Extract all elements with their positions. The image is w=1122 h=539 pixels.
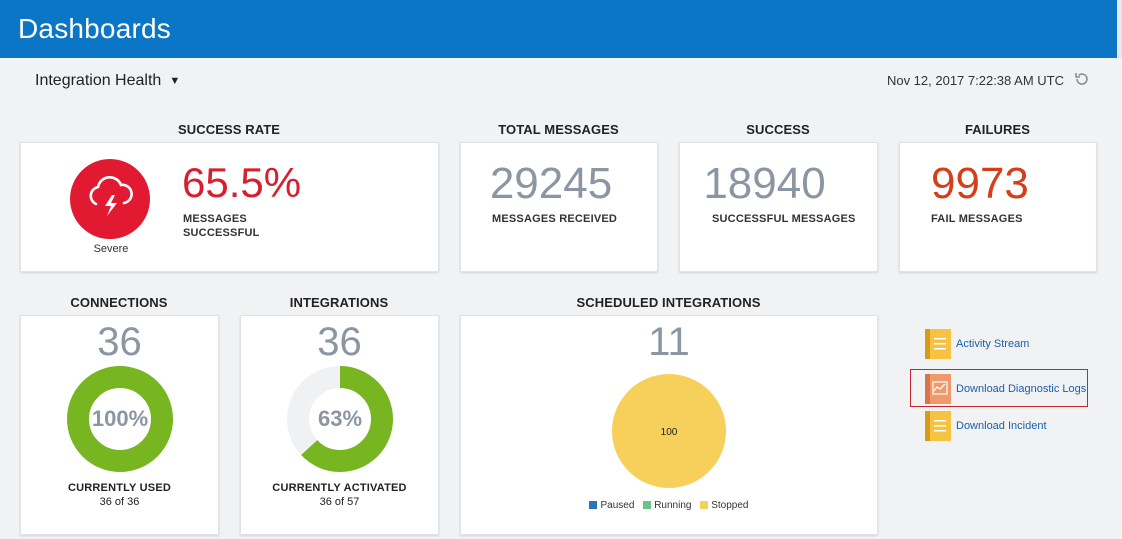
connections-heading: CONNECTIONS <box>70 295 168 310</box>
connections-percent: 100% <box>91 406 149 431</box>
legend-item-stopped: Stopped <box>700 500 749 511</box>
legend-swatch-paused <box>589 501 598 509</box>
scheduled-status-pie: 100 <box>612 374 726 488</box>
integrations-percent: 63% <box>317 406 363 431</box>
document-icon <box>925 411 951 441</box>
success-rate-value: 65.5% <box>182 159 302 206</box>
severity-label: Severe <box>93 243 129 255</box>
dashboard-view-dropdown[interactable]: Integration Health ▼ <box>35 72 180 90</box>
total-messages-value: 29245 <box>489 159 613 208</box>
last-refresh-timestamp: Nov 12, 2017 7:22:38 AM UTC <box>886 73 1064 88</box>
page-title: Dashboards <box>18 13 171 44</box>
legend-swatch-stopped <box>700 501 709 509</box>
scheduled-integrations-heading: SCHEDULED INTEGRATIONS <box>576 295 761 310</box>
success-rate-caption: MESSAGES SUCCESSFUL <box>183 213 260 239</box>
integrations-caption: CURRENTLY ACTIVATED 36 of 57 <box>241 482 438 508</box>
integrations-caption-title: CURRENTLY ACTIVATED <box>272 482 407 494</box>
legend-swatch-running <box>643 501 652 509</box>
connections-card: 36 100% CURRENTLY USED 36 of 36 <box>20 315 219 535</box>
activity-stream-label: Activity Stream <box>956 338 1030 350</box>
caret-down-icon: ▼ <box>169 75 181 87</box>
total-messages-caption: MESSAGES RECEIVED <box>492 213 618 225</box>
total-messages-heading: TOTAL MESSAGES <box>498 122 619 137</box>
integrations-activation-donut <box>287 366 393 472</box>
failures-card: 9973 FAIL MESSAGES <box>899 142 1097 272</box>
scheduled-integrations-card: 11 100 Paused Running Stopped <box>460 315 878 535</box>
dashboard-view-label: Integration Health <box>35 72 162 89</box>
download-incident-label: Download Incident <box>956 420 1047 432</box>
pie-legend: Paused Running Stopped <box>461 500 877 511</box>
failures-heading: FAILURES <box>964 122 1031 137</box>
connections-usage-donut <box>67 366 173 472</box>
failures-value: 9973 <box>931 159 1029 208</box>
chart-document-icon <box>925 374 951 404</box>
storm-cloud-icon <box>89 175 133 216</box>
connections-caption-detail: 36 of 36 <box>99 496 140 508</box>
integrations-count: 36 <box>317 320 362 364</box>
integrations-caption-detail: 36 of 57 <box>319 496 360 508</box>
app-header: Dashboards <box>0 0 1122 58</box>
refresh-icon[interactable] <box>1074 71 1090 92</box>
integrations-donut-fill <box>287 366 393 472</box>
success-value: 18940 <box>703 159 826 208</box>
integrations-card: 36 63% CURRENTLY ACTIVATED 36 of 57 <box>240 315 439 535</box>
success-card: 18940 SUCCESSFUL MESSAGES <box>679 142 878 272</box>
pie-slice-stopped <box>612 374 726 488</box>
severe-status-indicator <box>70 159 150 239</box>
scheduled-integrations-count: 11 <box>648 320 690 364</box>
download-diagnostic-logs-label: Download Diagnostic Logs <box>956 383 1087 395</box>
success-caption: SUCCESSFUL MESSAGES <box>712 213 856 225</box>
connections-caption-title: CURRENTLY USED <box>67 482 172 494</box>
dashboard-toolbar: Integration Health ▼ Nov 12, 2017 7:22:38… <box>0 58 1122 104</box>
success-rate-heading: SUCCESS RATE <box>177 122 281 137</box>
success-heading: SUCCESS <box>746 122 810 137</box>
document-icon <box>925 329 951 359</box>
connections-count: 36 <box>97 320 142 364</box>
legend-item-paused: Paused <box>589 500 634 511</box>
success-rate-card: Severe 65.5% MESSAGES SUCCESSFUL <box>20 142 439 272</box>
total-messages-card: 29245 MESSAGES RECEIVED <box>460 142 658 272</box>
failures-caption: FAIL MESSAGES <box>931 213 1023 225</box>
legend-item-running: Running <box>643 500 691 511</box>
pie-slice-label: 100 <box>661 427 678 438</box>
connections-caption: CURRENTLY USED 36 of 36 <box>21 482 218 508</box>
selection-highlight <box>910 369 1088 407</box>
connections-donut-fill <box>67 366 173 472</box>
integrations-heading: INTEGRATIONS <box>289 295 389 310</box>
